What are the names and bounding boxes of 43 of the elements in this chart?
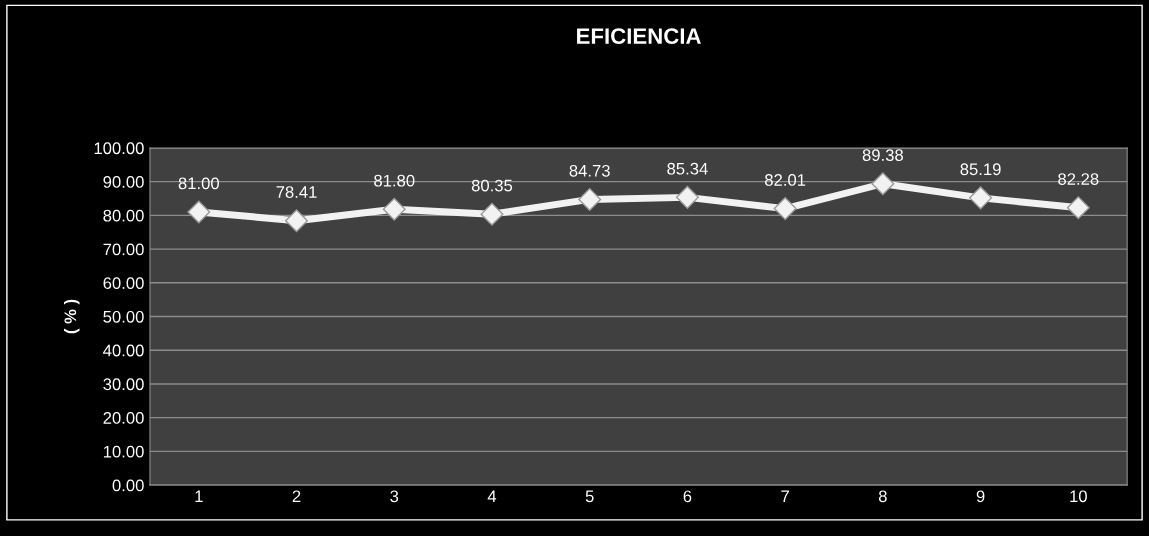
- y-tick-label: 70.00: [103, 243, 144, 256]
- point: [285, 209, 309, 233]
- point: [773, 197, 797, 221]
- point: [871, 172, 895, 196]
- y-axis-title: ( % ): [63, 299, 80, 334]
- x-tick-label: 4: [487, 490, 497, 503]
- data-label: 78.41: [276, 186, 317, 198]
- data-label: 82.01: [765, 174, 806, 186]
- chart-title: EFICIENCIA: [577, 28, 701, 44]
- x-tick-label: 10: [1070, 490, 1087, 503]
- data-label: 82.28: [1058, 173, 1099, 185]
- point: [187, 200, 211, 224]
- data-label: 89.38: [862, 149, 903, 161]
- data-label: 81.80: [374, 174, 415, 187]
- y-tick-label: 20.00: [103, 412, 144, 424]
- x-tick-label: 3: [390, 490, 399, 503]
- x-tick-label: 6: [683, 490, 692, 503]
- y-tick-label: 0.00: [112, 479, 144, 492]
- x-tick-label: 7: [781, 490, 789, 503]
- point: [578, 187, 602, 211]
- point: [1066, 196, 1090, 220]
- y-tick-label: 100.00: [94, 142, 144, 155]
- y-tick-label: 50.00: [103, 310, 144, 323]
- data-label: 84.73: [569, 164, 610, 177]
- point: [382, 197, 406, 221]
- point: [675, 185, 699, 209]
- x-tick-label: 9: [976, 490, 985, 503]
- data-label: 85.19: [960, 163, 1001, 176]
- y-tick-label: 80.00: [103, 209, 144, 222]
- point: [480, 202, 504, 226]
- x-tick-label: 1: [195, 490, 203, 503]
- y-tick-label: 40.00: [103, 344, 144, 357]
- data-label: 81.00: [178, 177, 220, 190]
- x-tick-label: 2: [292, 490, 301, 503]
- y-tick-label: 30.00: [103, 378, 144, 391]
- y-tick-label: 10.00: [103, 445, 144, 458]
- x-tick-label: 5: [585, 490, 594, 503]
- data-label: 85.34: [667, 162, 708, 175]
- data-label: 80.35: [471, 179, 513, 192]
- y-tick-label: 90.00: [103, 176, 144, 188]
- point: [969, 186, 993, 210]
- x-tick-label: 8: [878, 490, 887, 503]
- y-tick-label: 60.00: [103, 277, 144, 289]
